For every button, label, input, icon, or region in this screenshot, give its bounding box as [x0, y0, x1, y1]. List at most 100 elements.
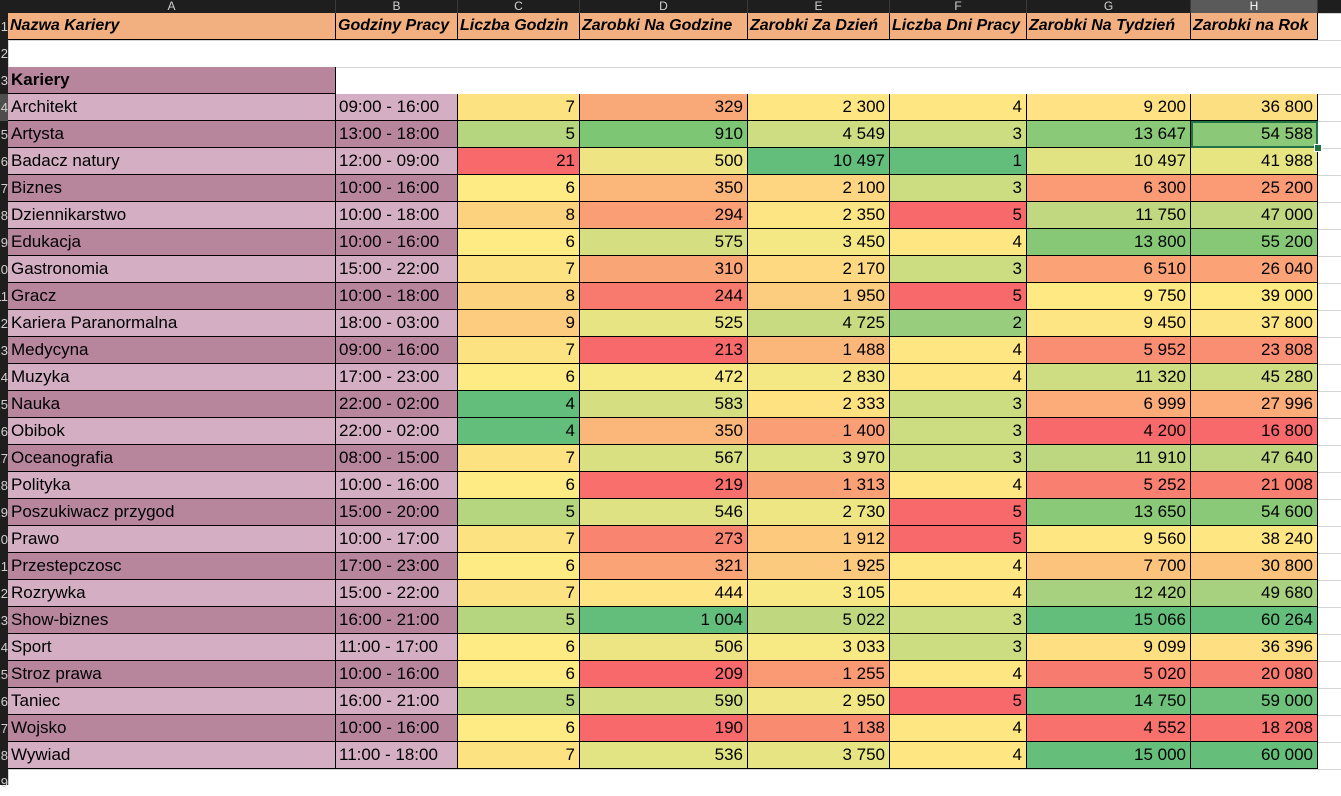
rate-cell[interactable]: 575 [580, 229, 748, 256]
work-hours-cell[interactable]: 22:00 - 02:00 [336, 391, 458, 418]
row-header-11[interactable]: 11 [0, 289, 8, 304]
year-cell[interactable]: 36 396 [1191, 634, 1318, 661]
work-hours-cell[interactable]: 08:00 - 15:00 [336, 445, 458, 472]
day-cell[interactable]: 1 488 [748, 337, 890, 364]
header-cell-days[interactable]: Liczba Dni Pracy [890, 13, 1027, 40]
count-cell[interactable]: 6 [458, 364, 580, 391]
row-header-2[interactable]: 2 [0, 46, 8, 61]
days-cell[interactable]: 3 [890, 445, 1027, 472]
day-cell[interactable]: 4 725 [748, 310, 890, 337]
career-name-cell[interactable]: Rozrywka [8, 580, 336, 607]
work-hours-cell[interactable]: 11:00 - 17:00 [336, 634, 458, 661]
column-header-f[interactable]: F [890, 0, 1027, 13]
week-cell[interactable]: 4 200 [1027, 418, 1191, 445]
work-hours-cell[interactable]: 16:00 - 21:00 [336, 607, 458, 634]
rate-cell[interactable]: 350 [580, 175, 748, 202]
rate-cell[interactable]: 310 [580, 256, 748, 283]
row-header-9[interactable]: 9 [0, 235, 8, 250]
week-cell[interactable]: 10 497 [1027, 148, 1191, 175]
rate-cell[interactable]: 500 [580, 148, 748, 175]
week-cell[interactable]: 5 252 [1027, 472, 1191, 499]
days-cell[interactable]: 3 [890, 418, 1027, 445]
days-cell[interactable]: 5 [890, 202, 1027, 229]
career-name-cell[interactable]: Nauka [8, 391, 336, 418]
rate-cell[interactable]: 506 [580, 634, 748, 661]
work-hours-cell[interactable]: 11:00 - 18:00 [336, 742, 458, 769]
day-cell[interactable]: 3 033 [748, 634, 890, 661]
work-hours-cell[interactable]: 17:00 - 23:00 [336, 553, 458, 580]
row-header-17[interactable]: 17 [0, 451, 8, 466]
career-name-cell[interactable]: Obibok [8, 418, 336, 445]
row-header-12[interactable]: 12 [0, 316, 8, 331]
count-cell[interactable]: 8 [458, 202, 580, 229]
header-cell-name[interactable]: Nazwa Kariery [8, 13, 336, 40]
day-cell[interactable]: 5 022 [748, 607, 890, 634]
rate-cell[interactable]: 583 [580, 391, 748, 418]
row-header-1[interactable]: 1 [0, 19, 8, 34]
rate-cell[interactable]: 190 [580, 715, 748, 742]
days-cell[interactable]: 5 [890, 688, 1027, 715]
count-cell[interactable]: 8 [458, 283, 580, 310]
days-cell[interactable]: 2 [890, 310, 1027, 337]
week-cell[interactable]: 11 910 [1027, 445, 1191, 472]
career-name-cell[interactable]: Show-biznes [8, 607, 336, 634]
year-cell[interactable]: 49 680 [1191, 580, 1318, 607]
count-cell[interactable]: 5 [458, 499, 580, 526]
count-cell[interactable]: 7 [458, 526, 580, 553]
days-cell[interactable]: 1 [890, 148, 1027, 175]
row-header-28[interactable]: 28 [0, 748, 8, 763]
year-cell[interactable]: 20 080 [1191, 661, 1318, 688]
row-header-4[interactable]: 4 [0, 94, 8, 121]
rate-cell[interactable]: 536 [580, 742, 748, 769]
work-hours-cell[interactable]: 10:00 - 16:00 [336, 472, 458, 499]
work-hours-cell[interactable]: 09:00 - 16:00 [336, 337, 458, 364]
row-header-26[interactable]: 26 [0, 694, 8, 709]
days-cell[interactable]: 4 [890, 337, 1027, 364]
year-cell[interactable]: 30 800 [1191, 553, 1318, 580]
column-header-b[interactable]: B [336, 0, 458, 13]
row-header-6[interactable]: 6 [0, 154, 8, 169]
row-header-25[interactable]: 25 [0, 667, 8, 682]
work-hours-cell[interactable]: 10:00 - 18:00 [336, 202, 458, 229]
year-cell[interactable]: 27 996 [1191, 391, 1318, 418]
count-cell[interactable]: 5 [458, 121, 580, 148]
header-cell-day[interactable]: Zarobki Za Dzień [748, 13, 890, 40]
work-hours-cell[interactable]: 22:00 - 02:00 [336, 418, 458, 445]
day-cell[interactable]: 1 912 [748, 526, 890, 553]
days-cell[interactable]: 3 [890, 634, 1027, 661]
rate-cell[interactable]: 546 [580, 499, 748, 526]
header-cell-rate[interactable]: Zarobki Na Godzine [580, 13, 748, 40]
section-title-cell[interactable]: Kariery [8, 67, 336, 94]
career-name-cell[interactable]: Gracz [8, 283, 336, 310]
day-cell[interactable]: 2 100 [748, 175, 890, 202]
career-name-cell[interactable]: Gastronomia [8, 256, 336, 283]
career-name-cell[interactable]: Poszukiwacz przygod [8, 499, 336, 526]
column-header-g[interactable]: G [1027, 0, 1191, 13]
count-cell[interactable]: 7 [458, 580, 580, 607]
header-cell-week[interactable]: Zarobki Na Tydzień [1027, 13, 1191, 40]
career-name-cell[interactable]: Wywiad [8, 742, 336, 769]
day-cell[interactable]: 3 750 [748, 742, 890, 769]
rate-cell[interactable]: 213 [580, 337, 748, 364]
column-header-e[interactable]: E [748, 0, 890, 13]
week-cell[interactable]: 13 800 [1027, 229, 1191, 256]
day-cell[interactable]: 1 925 [748, 553, 890, 580]
row-header-18[interactable]: 18 [0, 478, 8, 493]
count-cell[interactable]: 9 [458, 310, 580, 337]
count-cell[interactable]: 7 [458, 445, 580, 472]
row-header-29[interactable]: 29 [0, 775, 8, 790]
days-cell[interactable]: 3 [890, 607, 1027, 634]
day-cell[interactable]: 1 138 [748, 715, 890, 742]
week-cell[interactable]: 9 450 [1027, 310, 1191, 337]
day-cell[interactable]: 3 970 [748, 445, 890, 472]
day-cell[interactable]: 2 730 [748, 499, 890, 526]
row-header-7[interactable]: 7 [0, 181, 8, 196]
year-cell[interactable]: 54 588 [1191, 121, 1318, 148]
row-header-14[interactable]: 14 [0, 370, 8, 385]
rate-cell[interactable]: 525 [580, 310, 748, 337]
column-header-c[interactable]: C [458, 0, 580, 13]
count-cell[interactable]: 6 [458, 715, 580, 742]
year-cell[interactable]: 16 800 [1191, 418, 1318, 445]
work-hours-cell[interactable]: 10:00 - 16:00 [336, 661, 458, 688]
header-cell-count[interactable]: Liczba Godzin [458, 13, 580, 40]
